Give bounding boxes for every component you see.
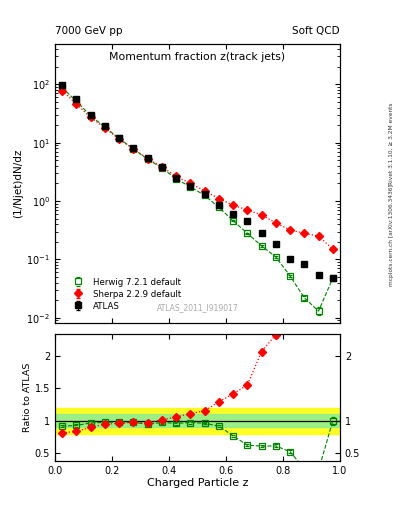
Text: 7000 GeV pp: 7000 GeV pp — [55, 26, 123, 36]
Legend: Herwig 7.2.1 default, Sherpa 2.2.9 default, ATLAS: Herwig 7.2.1 default, Sherpa 2.2.9 defau… — [65, 275, 184, 313]
Text: mcplots.cern.ch [arXiv:1306.3436]: mcplots.cern.ch [arXiv:1306.3436] — [389, 185, 393, 286]
Text: Momentum fraction z(track jets): Momentum fraction z(track jets) — [109, 52, 286, 62]
Y-axis label: (1/Njet)dN/dz: (1/Njet)dN/dz — [13, 149, 24, 218]
X-axis label: Charged Particle z: Charged Particle z — [147, 478, 248, 488]
Text: Rivet 3.1.10, ≥ 3.2M events: Rivet 3.1.10, ≥ 3.2M events — [389, 102, 393, 185]
Text: Soft QCD: Soft QCD — [292, 26, 340, 36]
Text: ATLAS_2011_I919017: ATLAS_2011_I919017 — [156, 303, 239, 312]
Y-axis label: Ratio to ATLAS: Ratio to ATLAS — [23, 362, 32, 432]
